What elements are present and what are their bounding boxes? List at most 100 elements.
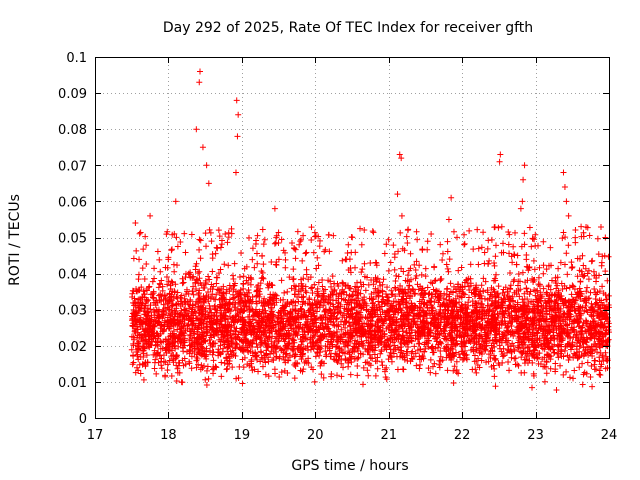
data-point [388, 291, 395, 298]
data-point [561, 261, 568, 268]
data-point [277, 297, 284, 304]
data-point [479, 301, 486, 308]
data-point [495, 283, 502, 290]
data-point [186, 331, 193, 338]
chart-title: Day 292 of 2025, Rate Of TEC Index for r… [163, 20, 533, 36]
data-point [511, 252, 518, 259]
data-point [271, 205, 278, 212]
data-point [526, 224, 533, 231]
data-point [439, 257, 446, 264]
data-point [602, 291, 609, 298]
data-point [221, 261, 228, 268]
data-point [444, 248, 451, 255]
data-point [480, 229, 487, 236]
data-point [314, 254, 321, 261]
data-point [404, 227, 411, 234]
data-point [416, 365, 423, 372]
data-point [426, 290, 433, 297]
data-point [437, 241, 444, 248]
data-point [391, 342, 398, 349]
data-point [140, 376, 147, 383]
data-point [431, 360, 438, 367]
data-point [361, 260, 368, 267]
data-point [547, 286, 554, 293]
data-point [296, 241, 303, 248]
data-point [278, 369, 285, 376]
data-point [303, 249, 310, 256]
data-point [437, 353, 444, 360]
data-point [199, 144, 206, 151]
data-point [491, 355, 498, 362]
data-point [461, 291, 468, 298]
data-point [400, 366, 407, 373]
data-point [416, 353, 423, 360]
data-point [577, 278, 584, 285]
data-point [271, 240, 278, 247]
data-point [303, 271, 310, 278]
data-point [196, 79, 203, 86]
data-point [196, 246, 203, 253]
data-point [444, 265, 451, 272]
data-point [521, 241, 528, 248]
data-point [603, 296, 610, 303]
data-point [369, 228, 376, 235]
data-point [540, 270, 547, 277]
data-point [478, 244, 485, 251]
data-point [253, 250, 260, 257]
data-point [511, 355, 518, 362]
data-point [424, 284, 431, 291]
data-point [509, 293, 516, 300]
data-point [445, 216, 452, 223]
data-point [294, 228, 301, 235]
data-point [143, 242, 150, 249]
data-point [597, 224, 604, 231]
data-point [196, 268, 203, 275]
data-point [238, 250, 245, 257]
data-point [587, 374, 594, 381]
data-point [593, 366, 600, 373]
data-point [565, 242, 572, 249]
data-point [511, 276, 518, 283]
data-point [497, 151, 504, 158]
data-point [207, 305, 214, 312]
data-point [345, 342, 352, 349]
data-point [419, 246, 426, 253]
data-point [396, 151, 403, 158]
data-point [370, 229, 377, 236]
data-point [461, 231, 468, 238]
data-point [330, 232, 337, 239]
data-point [156, 256, 163, 263]
data-point [515, 271, 522, 278]
data-point [367, 259, 374, 266]
data-point [202, 230, 209, 237]
data-point [506, 367, 513, 374]
data-point [143, 352, 150, 359]
data-point [478, 357, 485, 364]
data-point [254, 344, 261, 351]
data-point [446, 256, 453, 263]
data-point [232, 335, 239, 342]
data-point [259, 226, 266, 233]
data-point [418, 271, 425, 278]
data-point [133, 247, 140, 254]
data-point [448, 194, 455, 201]
data-point [233, 97, 240, 104]
data-point [328, 283, 335, 290]
data-point [215, 270, 222, 277]
data-point [232, 169, 239, 176]
data-point [224, 239, 231, 246]
data-point [217, 244, 224, 251]
data-point [223, 366, 230, 373]
data-point [348, 249, 355, 256]
data-point [429, 363, 436, 370]
data-point [188, 231, 195, 238]
data-point [432, 370, 439, 377]
data-point [211, 304, 218, 311]
data-point [258, 354, 265, 361]
data-point [552, 366, 559, 373]
data-point [331, 286, 338, 293]
data-point [584, 359, 591, 366]
data-point [415, 286, 422, 293]
data-point [407, 250, 414, 257]
data-point [379, 362, 386, 369]
